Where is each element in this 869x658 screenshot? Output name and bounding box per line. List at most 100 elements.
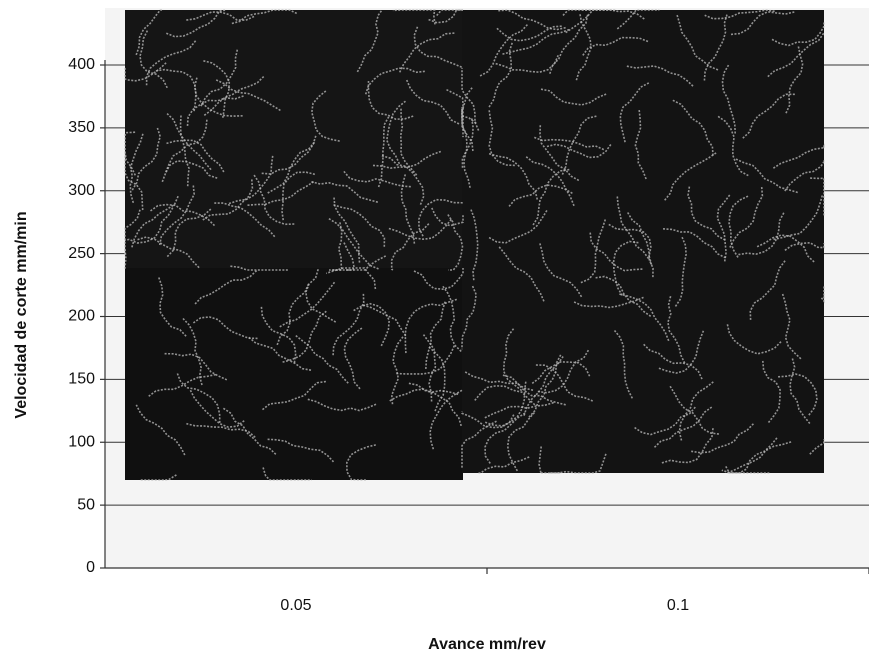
- chip: [498, 9, 566, 31]
- y-axis-title: Velocidad de corte mm/min: [13, 211, 30, 418]
- chip: [192, 316, 258, 340]
- chip: [619, 82, 650, 143]
- chip: [166, 139, 225, 173]
- chip: [362, 304, 407, 354]
- chip: [534, 136, 605, 151]
- x-axis-title: Avance mm/rev: [428, 636, 546, 653]
- chip: [135, 9, 164, 56]
- chip: [627, 212, 654, 278]
- chip: [461, 86, 474, 152]
- chip: [332, 293, 365, 356]
- chip: [446, 88, 464, 138]
- chip: [428, 346, 446, 412]
- chip: [137, 236, 200, 269]
- y-tick-label: 350: [68, 119, 95, 136]
- chip: [343, 242, 355, 271]
- chip: [537, 349, 590, 394]
- chip: [182, 317, 203, 386]
- chip: [767, 32, 825, 78]
- chip: [464, 371, 534, 391]
- chip: [479, 24, 528, 77]
- chip: [484, 412, 526, 464]
- chip: [281, 171, 315, 221]
- chip: [661, 428, 714, 464]
- chip: [531, 361, 591, 385]
- chip: [413, 268, 464, 291]
- chip: [166, 208, 212, 258]
- chip: [148, 373, 216, 397]
- chip: [248, 336, 312, 371]
- chip: [488, 110, 515, 167]
- chip: [634, 406, 696, 436]
- chip: [436, 9, 463, 17]
- chip: [820, 285, 825, 304]
- chip: [203, 75, 265, 116]
- chip: [525, 156, 575, 207]
- chip: [772, 143, 825, 169]
- chip: [442, 285, 462, 352]
- chip: [678, 381, 714, 441]
- chip: [158, 277, 187, 337]
- chip: [535, 364, 594, 402]
- chip: [498, 246, 545, 302]
- chip: [155, 68, 197, 112]
- chip: [546, 143, 612, 159]
- chip: [230, 265, 288, 271]
- chip: [131, 127, 162, 191]
- chip: [582, 36, 649, 56]
- chip: [145, 40, 197, 86]
- chip: [726, 324, 782, 355]
- chip: [186, 422, 256, 438]
- chip: [461, 67, 480, 131]
- chip: [150, 203, 216, 227]
- chip: [282, 310, 327, 363]
- chip: [561, 115, 597, 175]
- chip: [215, 79, 281, 112]
- chip: [260, 306, 297, 363]
- chip: [230, 9, 298, 25]
- chip: [311, 181, 379, 203]
- chip: [634, 110, 647, 180]
- chip: [704, 9, 775, 20]
- chip: [488, 42, 513, 108]
- chip: [562, 9, 597, 16]
- chip: [279, 281, 336, 328]
- chip: [461, 109, 468, 168]
- chip: [396, 345, 456, 375]
- chip: [124, 131, 137, 176]
- chip: [612, 240, 639, 296]
- chip: [613, 329, 634, 399]
- chip: [721, 437, 778, 474]
- chip: [532, 168, 570, 226]
- y-tick-label: 150: [68, 371, 95, 388]
- chip: [539, 125, 580, 182]
- chip: [276, 283, 310, 346]
- chip: [404, 298, 458, 337]
- chip: [730, 10, 795, 36]
- chip: [429, 389, 463, 450]
- chip: [595, 275, 652, 317]
- chip: [381, 155, 425, 205]
- y-tick-label: 300: [68, 182, 95, 199]
- chip: [785, 46, 804, 114]
- chip: [658, 330, 705, 374]
- chip: [139, 30, 168, 89]
- chip: [742, 93, 795, 139]
- y-tick-label: 250: [68, 245, 95, 262]
- chip: [674, 236, 687, 307]
- chip: [539, 243, 583, 298]
- chip: [470, 209, 479, 281]
- chip: [372, 150, 442, 169]
- chip: [789, 358, 811, 425]
- chip: [687, 186, 726, 241]
- chip: [186, 11, 255, 22]
- chip: [392, 9, 436, 25]
- chip: [343, 170, 411, 188]
- chip: [781, 293, 802, 360]
- chip: [186, 95, 244, 126]
- chip: [247, 181, 315, 206]
- chip: [461, 285, 477, 350]
- chip: [488, 152, 539, 200]
- chip: [333, 204, 386, 247]
